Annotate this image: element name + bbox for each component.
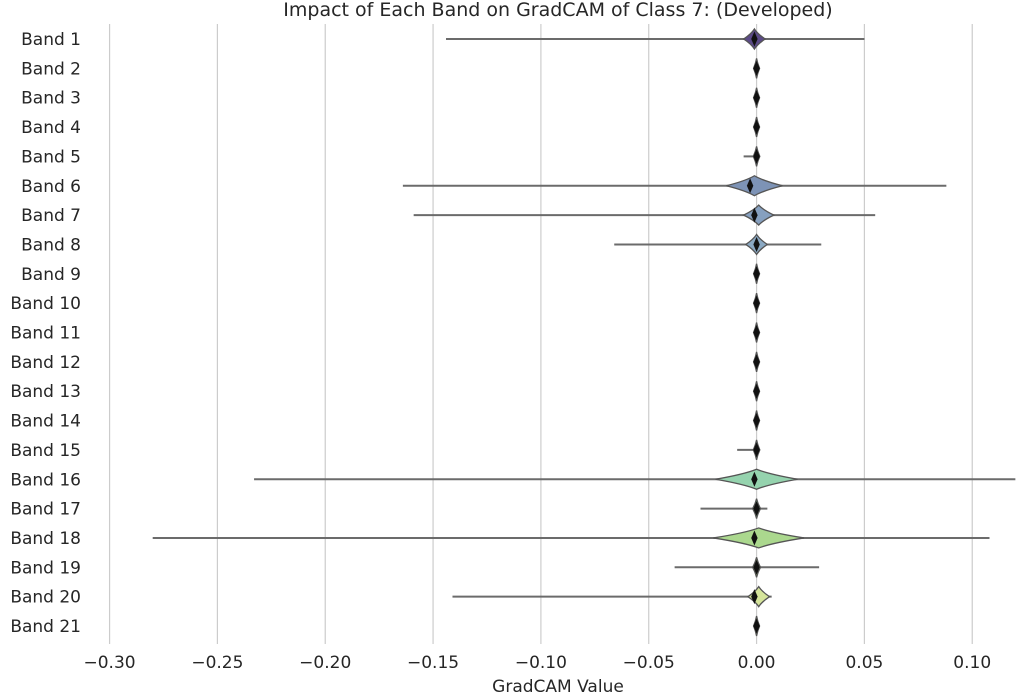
- violin-18: [152, 527, 990, 549]
- violin-body: [742, 204, 776, 227]
- x-tick-label: 0.10: [953, 653, 991, 673]
- y-tick-label: Band 17: [10, 500, 81, 520]
- y-tick-label: Band 5: [21, 147, 81, 167]
- violin-median-marker: [753, 559, 760, 575]
- x-tick-label: −0.05: [623, 653, 675, 673]
- violin-median-marker: [751, 207, 758, 223]
- violin-2: [752, 58, 761, 79]
- violin-median-marker: [751, 31, 758, 47]
- violin-20: [452, 585, 772, 608]
- violin-median-marker: [753, 266, 760, 282]
- violin-median-marker: [753, 60, 760, 76]
- x-tick-label: 0.05: [845, 653, 883, 673]
- violin-16: [254, 468, 1016, 490]
- violin-median-marker: [753, 354, 760, 370]
- violin-3: [752, 87, 761, 108]
- violin-median-marker: [753, 501, 760, 517]
- y-tick-label: Band 1: [21, 30, 81, 50]
- x-tick-label: −0.15: [407, 653, 459, 673]
- violin-median-marker: [753, 90, 760, 106]
- violin-15: [737, 439, 761, 461]
- violin-median-marker: [751, 589, 758, 605]
- violin-body: [746, 585, 771, 608]
- violin-19: [674, 557, 820, 578]
- y-tick-label: Band 16: [10, 470, 81, 490]
- violin-median-marker: [753, 413, 760, 429]
- violin-body: [726, 174, 783, 197]
- violin-4: [752, 116, 761, 138]
- y-tick-label: Band 3: [21, 89, 81, 109]
- violin-median-marker: [753, 295, 760, 311]
- violin-body: [713, 527, 805, 549]
- violin-6: [402, 174, 947, 197]
- violin-median-marker: [751, 530, 758, 546]
- y-tick-label: Band 7: [21, 206, 81, 226]
- violin-9: [752, 263, 761, 284]
- violin-17: [700, 498, 768, 519]
- violin-10: [752, 293, 761, 314]
- x-axis-label: GradCAM Value: [492, 677, 624, 697]
- violin-8: [614, 233, 822, 256]
- violin-median-marker: [753, 148, 760, 164]
- violin-21: [752, 615, 761, 637]
- x-tick-labels: −0.30 −0.25 −0.20 −0.15 −0.10 −0.05 0.00 0.05 0.…: [84, 653, 992, 673]
- violin-median-marker: [753, 325, 760, 340]
- violin-14: [752, 410, 761, 431]
- violin-median-marker: [753, 383, 760, 399]
- violin-7: [413, 204, 876, 227]
- y-tick-label: Band 10: [10, 294, 81, 314]
- y-tick-label: Band 4: [21, 118, 81, 138]
- y-tick-labels: Band 1 Band 2 Band 3 Band 4 Band 5 Band 6 Band…: [10, 30, 81, 637]
- violin-median-marker: [746, 178, 754, 194]
- violin-median-marker: [753, 119, 760, 135]
- violin-median-marker: [753, 618, 760, 634]
- y-tick-label: Band 19: [10, 558, 81, 578]
- violin-11: [752, 322, 761, 343]
- y-tick-label: Band 15: [10, 441, 81, 461]
- violin-median-marker: [751, 471, 758, 487]
- y-tick-label: Band 20: [10, 588, 81, 608]
- x-tick-label: −0.10: [515, 653, 567, 673]
- violin-median-marker: [753, 236, 760, 252]
- y-tick-label: Band 18: [10, 529, 81, 549]
- violin-5: [743, 146, 761, 167]
- y-tick-label: Band 14: [10, 412, 81, 432]
- violin-1: [446, 27, 865, 51]
- chart-title: Impact of Each Band on GradCAM of Class …: [283, 0, 832, 21]
- x-tick-label: −0.25: [191, 653, 243, 673]
- y-tick-label: Band 21: [10, 617, 81, 637]
- grid-lines: [108, 24, 973, 644]
- y-tick-label: Band 11: [10, 324, 81, 344]
- violin-median-marker: [753, 442, 760, 458]
- violin-12: [752, 351, 761, 372]
- x-tick-label: 0.00: [738, 653, 776, 673]
- y-tick-label: Band 13: [10, 382, 81, 402]
- x-tick-label: −0.30: [84, 653, 136, 673]
- y-tick-label: Band 6: [21, 177, 81, 197]
- y-tick-label: Band 8: [21, 235, 81, 255]
- violin-group: [152, 27, 1016, 637]
- y-tick-label: Band 12: [10, 353, 81, 373]
- y-tick-label: Band 2: [21, 59, 81, 79]
- violin-13: [752, 381, 761, 402]
- y-tick-label: Band 9: [21, 265, 81, 285]
- x-tick-label: −0.20: [299, 653, 351, 673]
